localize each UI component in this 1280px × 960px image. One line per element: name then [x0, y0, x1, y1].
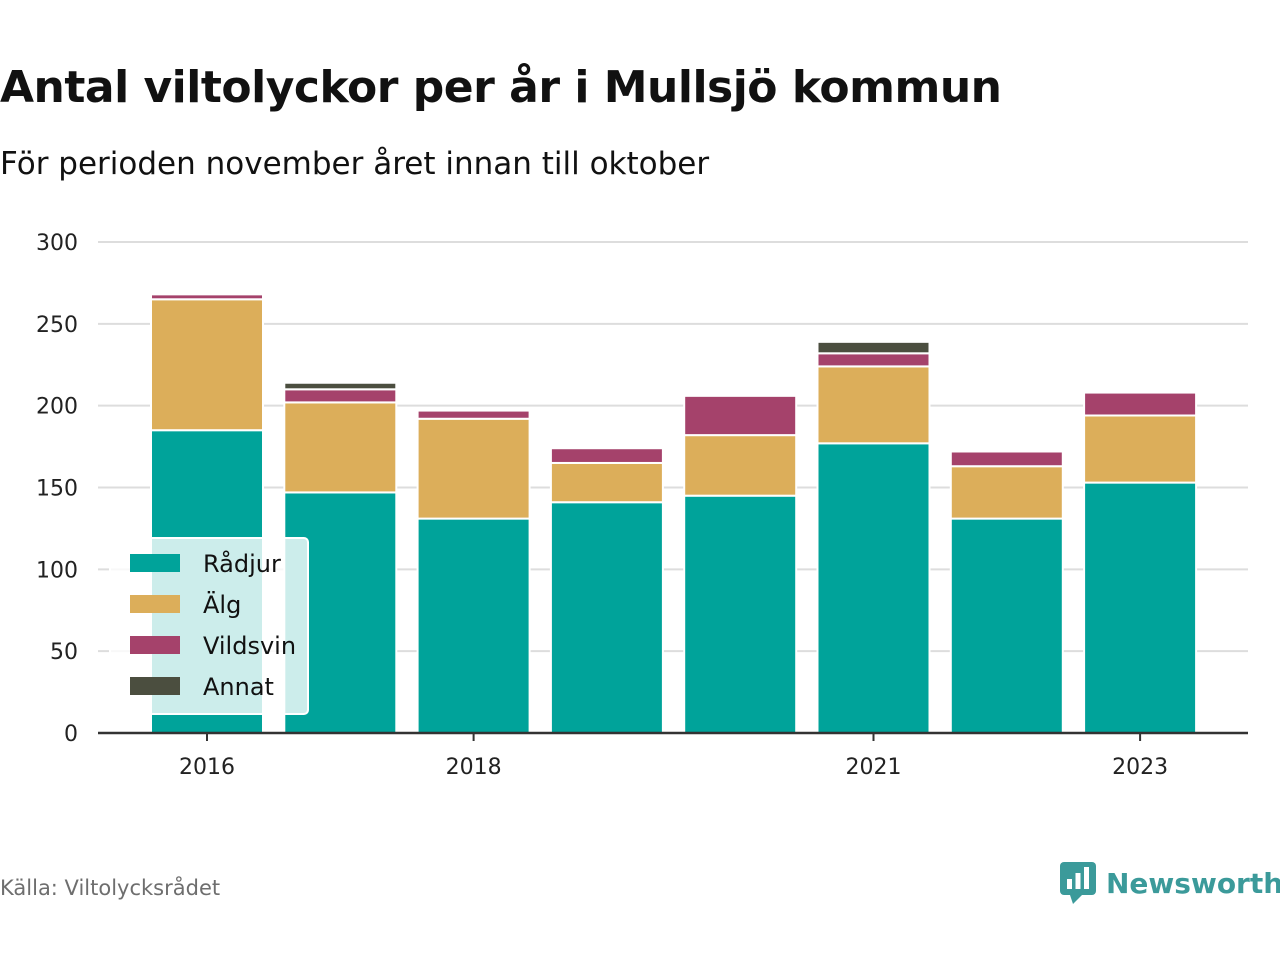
legend-swatch-älg	[130, 595, 180, 613]
y-tick-label: 250	[36, 313, 78, 338]
legend-swatch-vildsvin	[130, 636, 180, 654]
bar-segment-vildsvin	[283, 388, 398, 404]
bar-segment-vildsvin	[1083, 391, 1198, 417]
bar-segment-vildsvin	[949, 450, 1064, 468]
y-tick-label: 0	[64, 722, 78, 747]
bar-segment-älg	[549, 461, 664, 504]
bar-segment-annat	[283, 381, 398, 391]
source-note: Källa: Viltolycksrådet	[0, 876, 221, 900]
bar-segment-älg	[1083, 414, 1198, 484]
x-tick-label: 2021	[846, 755, 902, 780]
bar-segment-annat	[816, 340, 931, 355]
y-tick-label: 100	[36, 558, 78, 583]
bar-chart-speech-bubble-icon	[1060, 862, 1096, 904]
y-tick-label: 150	[36, 477, 78, 502]
bar-segment-vildsvin	[683, 394, 798, 437]
legend-label: Vildsvin	[203, 632, 296, 660]
chart-subtitle: För perioden november året innan till ok…	[0, 146, 710, 182]
legend-swatch-rådjur	[130, 554, 180, 572]
bar-segment-älg	[283, 401, 398, 494]
bar-segment-vildsvin	[150, 293, 264, 301]
bar-segment-vildsvin	[549, 447, 664, 464]
x-tick-label: 2023	[1112, 755, 1168, 780]
y-tick-label: 300	[36, 231, 78, 256]
bar-segment-rådjur	[1083, 481, 1198, 734]
bar-segment-älg	[683, 434, 798, 497]
brand-name: Newsworthy	[1106, 866, 1280, 900]
bar-segment-älg	[150, 298, 264, 432]
chart-title: Antal viltolyckor per år i Mullsjö kommu…	[0, 62, 1002, 113]
bar-segment-rådjur	[416, 517, 531, 735]
y-tick-label: 200	[36, 395, 78, 420]
legend-label: Annat	[203, 673, 274, 701]
bar-segment-vildsvin	[816, 352, 931, 368]
legend-label: Älg	[203, 590, 241, 619]
bar-segment-älg	[949, 465, 1064, 520]
bar-segment-vildsvin	[416, 409, 531, 420]
bar-segment-rådjur	[683, 494, 798, 734]
legend-box	[109, 537, 309, 715]
bar-segment-rådjur	[549, 501, 664, 735]
y-tick-label: 50	[50, 640, 78, 665]
bar-segment-älg	[416, 417, 531, 520]
x-tick-label: 2016	[179, 755, 235, 780]
x-tick-label: 2018	[446, 755, 502, 780]
stacked-bar-chart: 0 50 100 150 200 250 300 2016 2018 2021 2023 Rådjur…	[36, 231, 1248, 780]
brand-logo: Newsworthy	[1060, 862, 1280, 904]
legend-swatch-annat	[130, 677, 180, 695]
bar-segment-rådjur	[949, 517, 1064, 735]
bar-segment-rådjur	[816, 442, 931, 734]
legend-label: Rådjur	[203, 549, 281, 578]
bar-segment-älg	[816, 365, 931, 445]
